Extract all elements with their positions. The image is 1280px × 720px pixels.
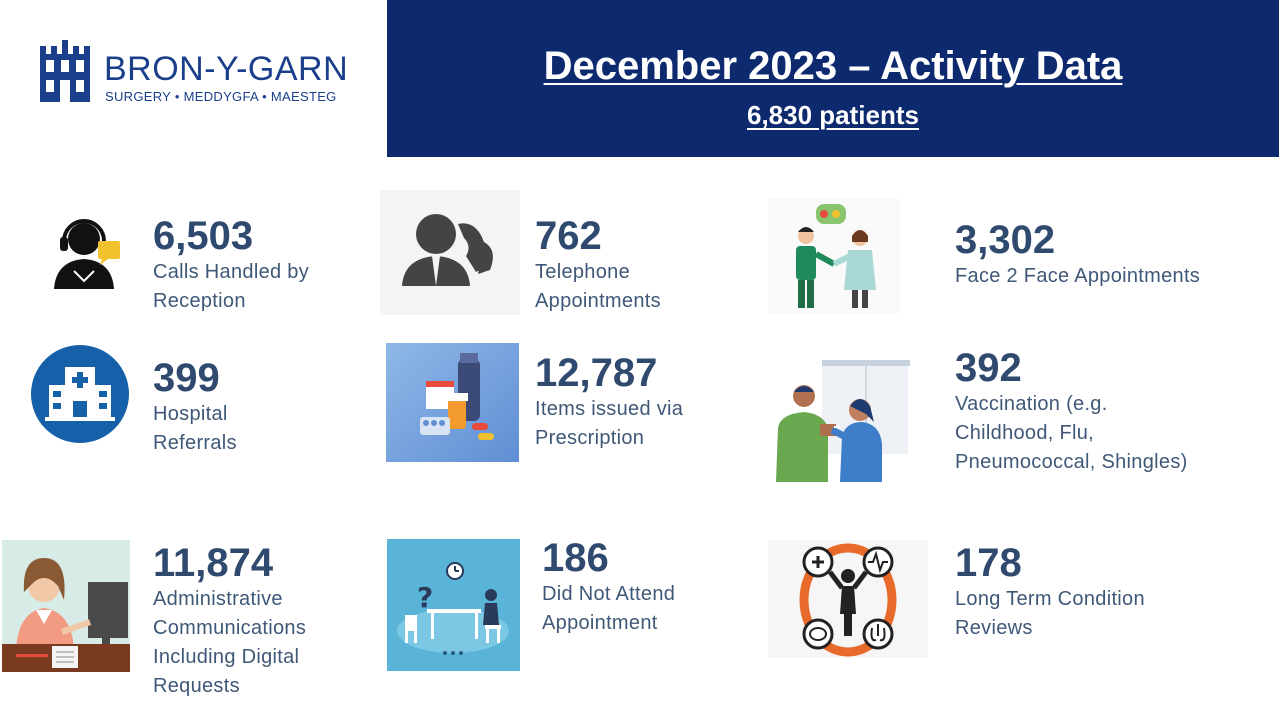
- vaccination-icon: [770, 358, 910, 484]
- stat-label: Hospital Referrals: [153, 403, 237, 454]
- stat-value: 11,874: [153, 541, 274, 585]
- stat-face-to-face: 3,302 Face 2 Face Appointments: [955, 218, 1200, 291]
- stat-label: Vaccination (e.g. Childhood, Flu, Pneumo…: [955, 393, 1188, 473]
- admin-desk-icon: [2, 540, 130, 672]
- stat-label: Face 2 Face Appointments: [955, 265, 1201, 287]
- stat-label: Administrative Communications Including …: [153, 588, 307, 697]
- stat-hospital-referrals: 399 Hospital Referrals: [153, 356, 237, 458]
- stat-value: 3,302: [955, 218, 1056, 262]
- long-term-condition-icon: [768, 540, 928, 658]
- phone-call-icon: [380, 190, 520, 315]
- stat-admin-communications: 11,874 Administrative Communications Inc…: [153, 541, 306, 701]
- practice-logo: BRON-Y-GARN SURGERY • MEDDYGFA • MAESTEG: [40, 38, 350, 108]
- doctor-patient-icon: [768, 198, 900, 314]
- header-banner: December 2023 – Activity Data 6,830 pati…: [387, 0, 1279, 157]
- stat-label: Did Not Attend Appointment: [542, 583, 676, 634]
- stat-vaccinations: 392 Vaccination (e.g. Childhood, Flu, Pn…: [955, 346, 1188, 477]
- stat-did-not-attend: 186 Did Not Attend Appointment: [542, 536, 675, 638]
- svg-text:?: ?: [417, 581, 433, 614]
- stat-label: Long Term Condition Reviews: [955, 588, 1145, 639]
- castle-logo-icon: [40, 40, 90, 107]
- stat-value: 178: [955, 541, 1022, 585]
- stat-long-term-reviews: 178 Long Term Condition Reviews: [955, 541, 1145, 643]
- empty-waiting-room-icon: ?: [387, 539, 520, 671]
- stat-telephone: 762 Telephone Appointments: [535, 214, 661, 316]
- stat-value: 12,787: [535, 351, 658, 395]
- stat-value: 392: [955, 346, 1022, 390]
- stat-value: 186: [542, 536, 609, 580]
- logo-name: BRON-Y-GARN: [104, 50, 349, 88]
- stat-label: Telephone Appointments: [535, 261, 661, 312]
- stat-calls: 6,503 Calls Handled by Reception: [153, 214, 309, 316]
- stat-value: 6,503: [153, 214, 254, 258]
- receptionist-headset-icon: [50, 215, 126, 291]
- patient-count: 6,830 patients: [747, 100, 919, 130]
- stat-label: Items issued via Prescription: [535, 398, 684, 449]
- stat-value: 399: [153, 356, 220, 400]
- medication-icon: [386, 343, 519, 462]
- hospital-icon: [31, 345, 129, 443]
- stat-label: Calls Handled by Reception: [153, 261, 309, 312]
- stat-prescriptions: 12,787 Items issued via Prescription: [535, 351, 683, 453]
- logo-subtitle: SURGERY • MEDDYGFA • MAESTEG: [105, 89, 337, 104]
- page-title: December 2023 – Activity Data: [543, 44, 1123, 88]
- stat-value: 762: [535, 214, 602, 258]
